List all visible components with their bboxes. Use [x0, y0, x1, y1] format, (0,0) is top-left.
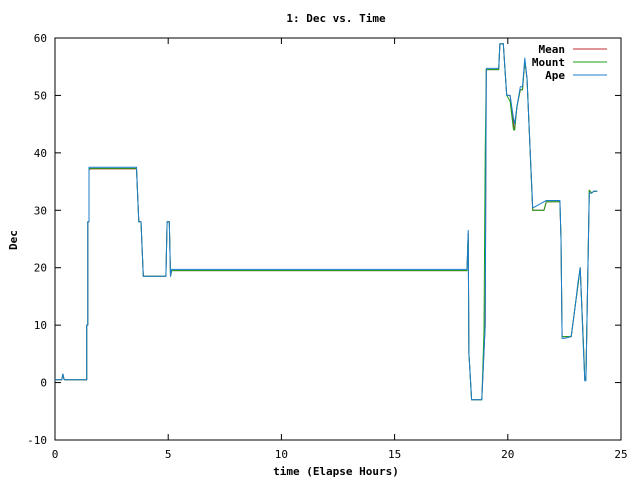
- series-line-ape: [55, 43, 598, 401]
- y-tick-label: 50: [34, 89, 47, 102]
- series-layer: [55, 43, 598, 401]
- x-tick-label: 10: [275, 448, 288, 461]
- legend-label: Ape: [545, 69, 565, 82]
- y-tick-label: 40: [34, 147, 47, 160]
- y-tick-label: 60: [34, 32, 47, 45]
- chart-title: 1: Dec vs. Time: [286, 12, 386, 25]
- x-tick-label: 15: [388, 448, 401, 461]
- x-tick-label: 5: [165, 448, 172, 461]
- y-tick-label: 10: [34, 319, 47, 332]
- series-line-mount: [55, 43, 598, 401]
- plot-frame: [54, 37, 622, 441]
- legend-label: Mount: [532, 56, 565, 69]
- y-tick-label: 20: [34, 262, 47, 275]
- y-tick-label: -10: [27, 434, 47, 447]
- x-tick-label: 0: [52, 448, 59, 461]
- legend-label: Mean: [539, 43, 566, 56]
- y-axis-label: Dec: [7, 230, 20, 250]
- x-axis-label: time (Elapse Hours): [273, 465, 399, 478]
- x-tick-label: 25: [614, 448, 627, 461]
- y-tick-label: 0: [40, 377, 47, 390]
- x-tick-label: 20: [501, 448, 514, 461]
- axes: 0 5 10 15 20 25 -10 0 10 20 30 40 50 60: [27, 32, 628, 461]
- y-tick-label: 30: [34, 204, 47, 217]
